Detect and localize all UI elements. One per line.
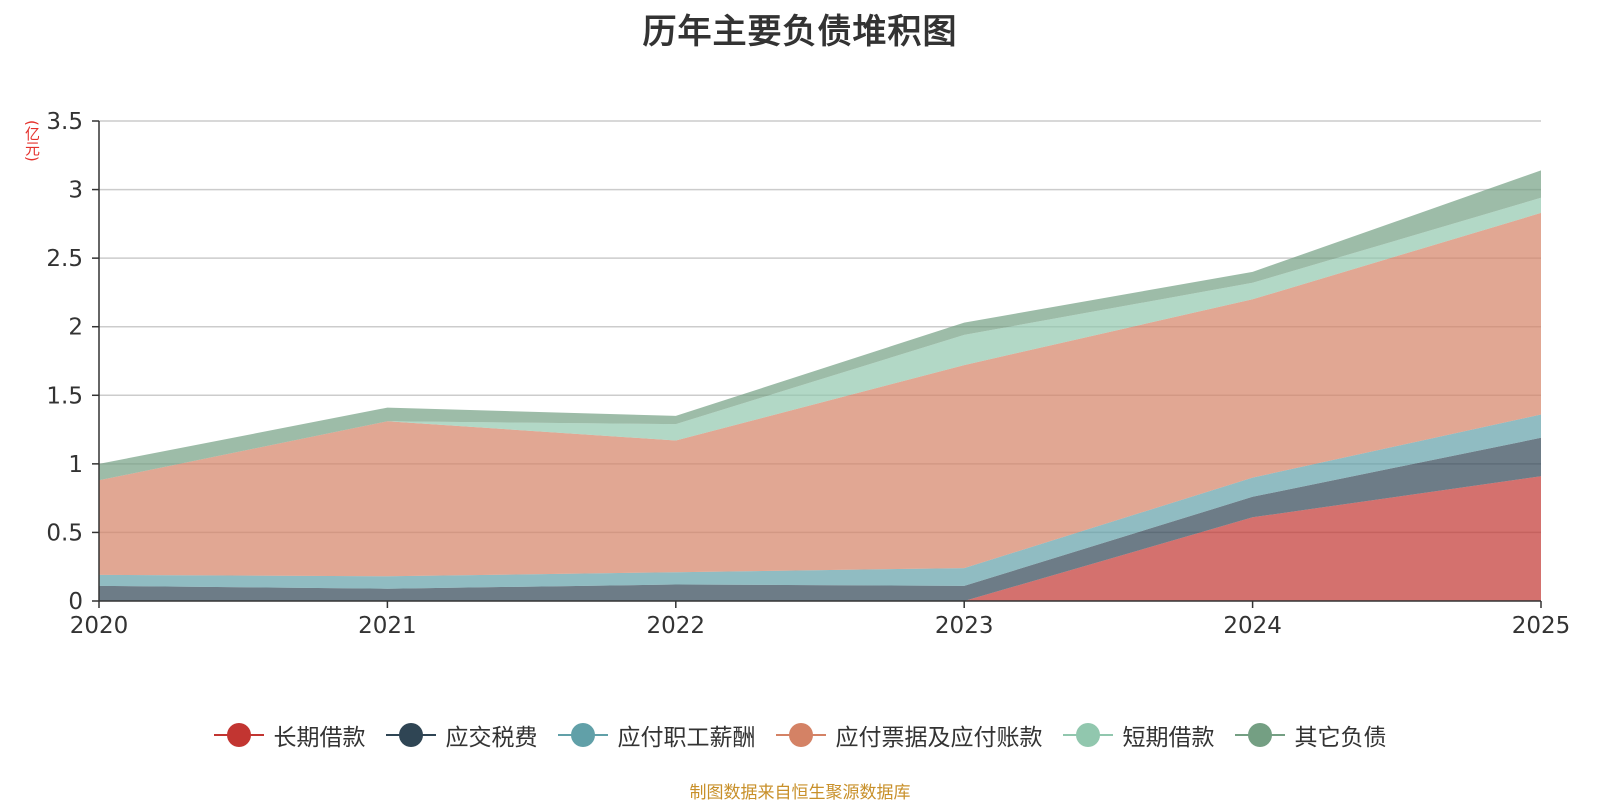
axes: 0 0.5 1 1.5 2 2.5 3 3.5 2020 2021 2022 2023 2024 2025 — [46, 109, 1570, 639]
legend-marker-icon — [1062, 722, 1113, 748]
y-tick-label: 3 — [68, 178, 83, 204]
legend-label: 应付票据及应付账款 — [835, 725, 1043, 751]
legend-marker-icon — [213, 722, 264, 748]
x-tick-label: 2025 — [1512, 613, 1571, 639]
x-tick-label: 2021 — [358, 613, 417, 639]
y-tick-label: 2.5 — [46, 246, 83, 272]
y-tick-label: 1 — [68, 452, 83, 478]
legend-item[interactable]: 其它负债 — [1234, 718, 1387, 752]
y-tick-label: 2 — [68, 315, 83, 341]
x-tick-label: 2020 — [70, 613, 129, 639]
legend-label: 短期借款 — [1122, 725, 1215, 751]
area-series-layer — [99, 170, 1541, 601]
chart-title: 历年主要负债堆积图 — [642, 12, 958, 52]
area-series — [99, 476, 1541, 601]
legend-item[interactable]: 短期借款 — [1062, 718, 1215, 752]
x-tick-label: 2024 — [1223, 613, 1282, 639]
legend-label: 其它负债 — [1294, 725, 1387, 751]
area-series — [99, 212, 1541, 577]
legend-marker-icon — [1234, 722, 1285, 748]
legend-label: 应付职工薪酬 — [617, 725, 756, 751]
data-source-note: 制图数据来自恒生聚源数据库 — [689, 783, 911, 800]
y-tick-label: 1.5 — [46, 383, 83, 409]
legend-marker-icon — [385, 722, 436, 748]
area-series — [99, 170, 1541, 481]
y-axis-unit-label: (亿元) — [23, 120, 41, 162]
legend-label: 长期借款 — [273, 725, 366, 751]
legend-item[interactable]: 长期借款 — [213, 718, 366, 752]
y-tick-label: 0.5 — [46, 520, 83, 546]
legend: 长期借款 应交税费 应付职工薪酬 应付票据及应付账款 短期借款 其它负债 — [0, 718, 1600, 752]
x-tick-label: 2023 — [935, 613, 994, 639]
x-tick-label: 2022 — [647, 613, 706, 639]
y-tick-label: 3.5 — [46, 109, 83, 135]
legend-item[interactable]: 应付职工薪酬 — [557, 718, 756, 752]
legend-marker-icon — [557, 722, 608, 748]
y-tick-label: 0 — [68, 589, 83, 615]
legend-marker-icon — [775, 722, 826, 748]
legend-label: 应交税费 — [445, 725, 538, 751]
legend-item[interactable]: 应交税费 — [385, 718, 538, 752]
legend-item[interactable]: 应付票据及应付账款 — [775, 718, 1043, 752]
